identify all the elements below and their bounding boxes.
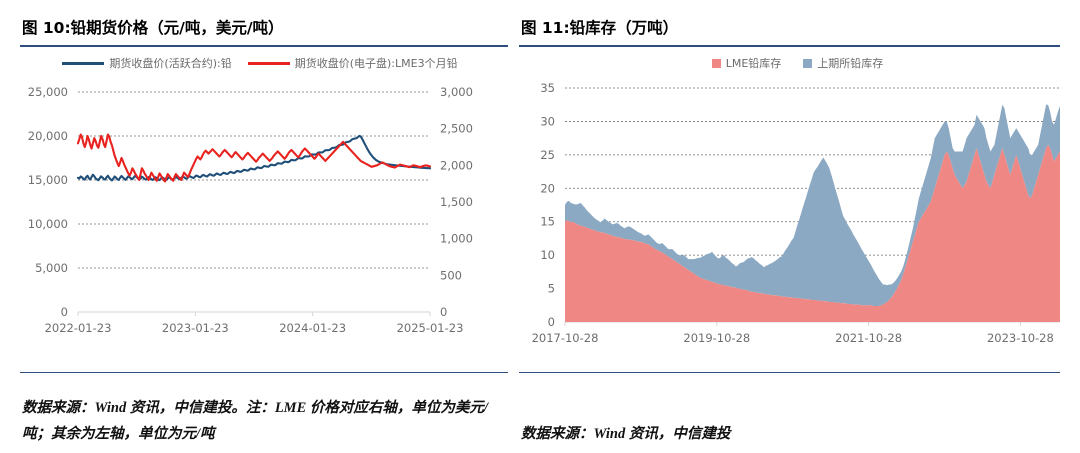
legend-label-lme-stock: LME铅库存 — [725, 57, 782, 70]
figure-10-plot-area: 0 5,000 10,000 15,000 20,000 25,000 0 500 1,000 1… — [0, 74, 520, 352]
figure-11-legend: LME铅库存 上期所铅库存 — [515, 52, 1080, 74]
legend-line-swatch-blue — [62, 61, 105, 65]
figure-10-top-rule — [20, 45, 508, 47]
legend-label-lme-lead: 期货收盘价(电子盘):LME3个月铅 — [294, 57, 458, 70]
svg-text:20: 20 — [540, 181, 555, 195]
svg-text:15,000: 15,000 — [28, 173, 68, 187]
figure-11-panel: 图 11:铅库存（万吨） LME铅库存 上期所铅库存 0 5 10 15 20 25 30 3… — [515, 0, 1080, 453]
figure-11-top-rule — [519, 45, 1060, 47]
figure-10-title: 图 10:铅期货价格（元/吨，美元/吨） — [22, 19, 284, 37]
svg-text:5,000: 5,000 — [35, 261, 68, 275]
legend-item-lme-stock: LME铅库存 — [711, 55, 782, 71]
svg-text:10: 10 — [540, 248, 555, 262]
svg-text:500: 500 — [440, 268, 462, 282]
figure-11-source-note: 数据来源：Wind 资讯，中信建投 — [521, 426, 731, 442]
svg-text:2017-10-28: 2017-10-28 — [532, 331, 599, 345]
figure-10-panel: 图 10:铅期货价格（元/吨，美元/吨） 期货收盘价(活跃合约):铅 期货收盘价… — [0, 0, 520, 453]
svg-text:2019-10-28: 2019-10-28 — [683, 331, 750, 345]
svg-text:25: 25 — [540, 148, 555, 162]
svg-text:25,000: 25,000 — [28, 85, 68, 99]
svg-text:2023-10-28: 2023-10-28 — [987, 331, 1054, 345]
svg-text:2023-01-23: 2023-01-23 — [162, 321, 229, 335]
svg-text:2021-10-28: 2021-10-28 — [835, 331, 902, 345]
svg-text:5: 5 — [548, 282, 555, 296]
svg-text:2,500: 2,500 — [440, 122, 473, 136]
svg-text:2,000: 2,000 — [440, 158, 473, 172]
figure-10-bottom-rule — [20, 371, 508, 373]
legend-label-sfe-lead: 期货收盘价(活跃合约):铅 — [109, 57, 232, 70]
svg-text:1,500: 1,500 — [440, 195, 473, 209]
legend-item-sfe-lead: 期货收盘价(活跃合约):铅 — [62, 55, 232, 71]
figure-10-legend: 期货收盘价(活跃合约):铅 期货收盘价(电子盘):LME3个月铅 — [0, 52, 520, 74]
svg-text:30: 30 — [540, 114, 555, 128]
figure-10-source-note: 数据来源：Wind 资讯，中信建投。注：LME 价格对应右轴，单位为美元/吨；其… — [22, 400, 488, 442]
figure-11-svg: 0 5 10 15 20 25 30 35 2017-10-28 2019-10-28 2021-1… — [532, 81, 1060, 345]
svg-text:0: 0 — [61, 305, 68, 319]
figure-10-chart: 期货收盘价(活跃合约):铅 期货收盘价(电子盘):LME3个月铅 0 5,000 1… — [0, 52, 520, 352]
legend-square-swatch-bluegray — [803, 58, 813, 68]
legend-item-shfe-stock: 上期所铅库存 — [803, 55, 883, 71]
legend-line-swatch-red — [247, 61, 290, 65]
svg-text:2024-01-23: 2024-01-23 — [279, 321, 346, 335]
svg-text:10,000: 10,000 — [28, 217, 68, 231]
svg-text:1,000: 1,000 — [440, 232, 473, 246]
svg-text:2025-01-23: 2025-01-23 — [397, 321, 464, 335]
svg-text:35: 35 — [540, 81, 555, 95]
svg-text:20,000: 20,000 — [28, 129, 68, 143]
svg-text:15: 15 — [540, 215, 555, 229]
svg-text:2022-01-23: 2022-01-23 — [45, 321, 112, 335]
figure-11-chart: LME铅库存 上期所铅库存 0 5 10 15 20 25 30 35 2017-10-28 20… — [515, 52, 1080, 352]
svg-text:3,000: 3,000 — [440, 85, 473, 99]
svg-text:0: 0 — [440, 305, 447, 319]
figure-11-plot-area: 0 5 10 15 20 25 30 35 2017-10-28 2019-10-28 2021-1… — [515, 74, 1080, 352]
svg-text:0: 0 — [548, 315, 555, 329]
legend-item-lme-lead: 期货收盘价(电子盘):LME3个月铅 — [247, 55, 458, 71]
figure-11-bottom-rule — [519, 371, 1060, 373]
legend-label-shfe-stock: 上期所铅库存 — [817, 57, 884, 70]
figure-10-svg: 0 5,000 10,000 15,000 20,000 25,000 0 500 1,000 1… — [28, 85, 473, 335]
legend-square-swatch-salmon — [711, 58, 721, 68]
figure-11-title: 图 11:铅库存（万吨） — [521, 19, 679, 37]
